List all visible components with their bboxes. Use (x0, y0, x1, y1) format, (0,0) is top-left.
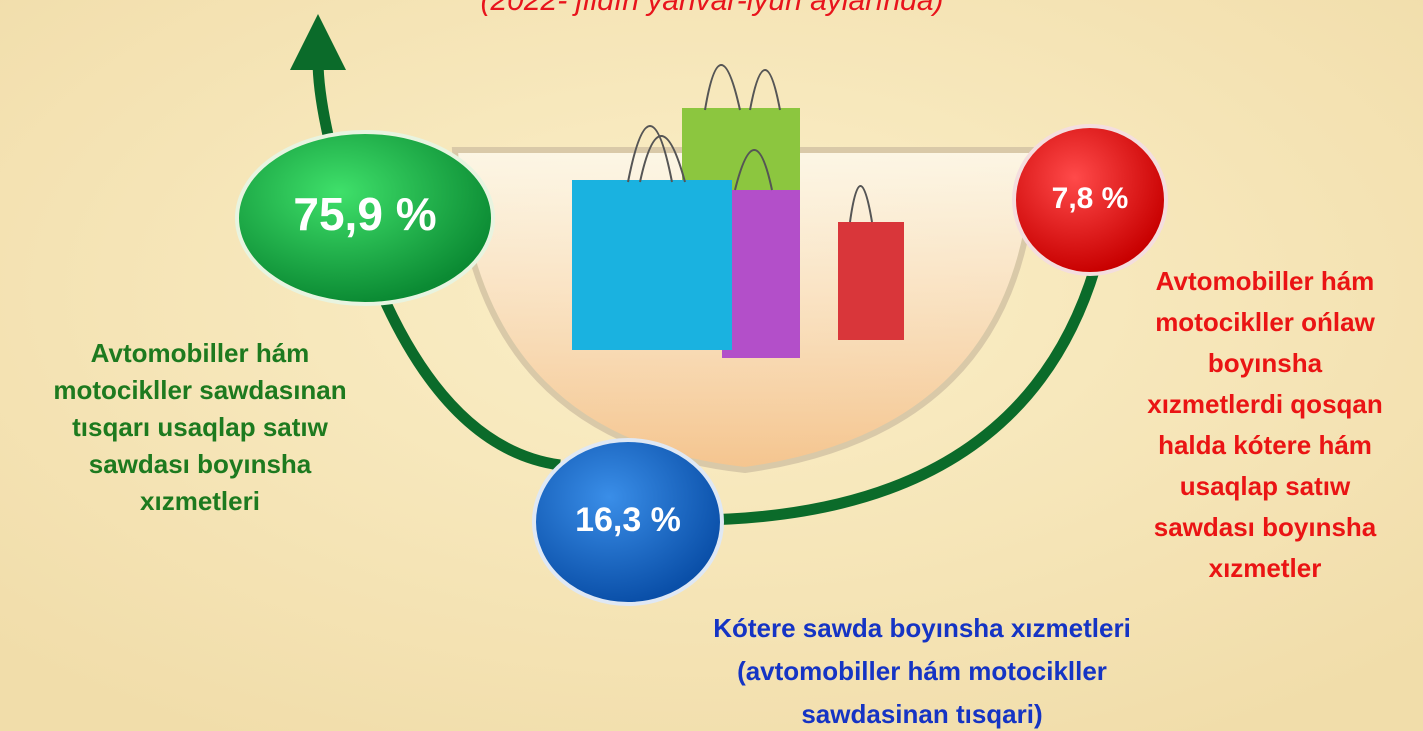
description-line: boyınsha (1208, 348, 1323, 378)
description-line: (avtomobiller hám motocikller (737, 656, 1107, 686)
description-line: motocikller sawdasınan (53, 375, 346, 405)
circle-green (235, 130, 495, 306)
description-line: xızmetleri (140, 486, 260, 516)
description-line: Avtomobiller hám (91, 338, 310, 368)
description-line: Avtomobiller hám (1156, 266, 1375, 296)
description-line: Kótere sawda boyınsha xızmetleri (713, 613, 1131, 643)
circle-red (1012, 124, 1168, 276)
description-line: xızmetler (1209, 553, 1322, 583)
description-line: xızmetlerdi qosqan (1147, 389, 1383, 419)
description-line: motocikller ońlaw (1155, 307, 1375, 337)
description-line: usaqlap satıw (1180, 471, 1351, 501)
description-line: sawdası boyınsha (89, 449, 312, 479)
description-line: tısqarı usaqlap satıw (72, 412, 329, 442)
description-line: sawdasinan tısqari) (801, 699, 1042, 729)
value: 7,8 % (1052, 182, 1129, 215)
value: 75,9 % (293, 188, 436, 240)
description-line: halda kótere hám (1158, 430, 1372, 460)
arc (374, 266, 1101, 526)
subtitle: (2022- jıldın yanvar-iyun aylarında) (480, 0, 943, 17)
arrow-head (290, 14, 346, 70)
description-line: sawdası boyınsha (1154, 512, 1377, 542)
bags (572, 64, 904, 358)
value: 16,3 % (575, 501, 681, 539)
circle-blue (532, 438, 724, 606)
